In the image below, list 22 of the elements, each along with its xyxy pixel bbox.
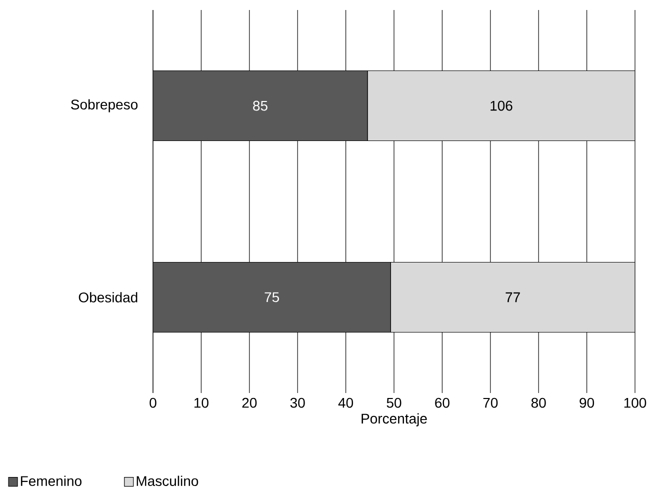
x-tick-label: 30 [290, 398, 305, 408]
bar [390, 262, 635, 333]
x-tick-label: 0 [150, 398, 156, 408]
y-tick-label: Sobrepeso [71, 99, 138, 112]
legend-label: Masculino [136, 476, 198, 486]
x-tick-label: 70 [483, 398, 498, 408]
x-tick-label: 80 [531, 398, 546, 408]
annotation: 77 [506, 292, 520, 302]
x-tick-label: 10 [194, 398, 208, 408]
legend-label: Femenino [20, 476, 82, 486]
annotation: 75 [264, 292, 280, 302]
annotation: 85 [253, 100, 268, 111]
x-tick-label: 60 [435, 398, 450, 408]
x-tick-label: 50 [386, 398, 402, 408]
x-tick-label: 100 [624, 398, 646, 408]
x-tick-label: 40 [338, 398, 354, 408]
x-tick-label: 90 [580, 398, 594, 408]
x-axis-title: Porcentaje [362, 413, 427, 426]
x-tick-label: 20 [242, 398, 257, 408]
bar [367, 70, 635, 142]
y-tick-label: Obesidad [78, 292, 138, 302]
annotation: 106 [490, 100, 512, 111]
